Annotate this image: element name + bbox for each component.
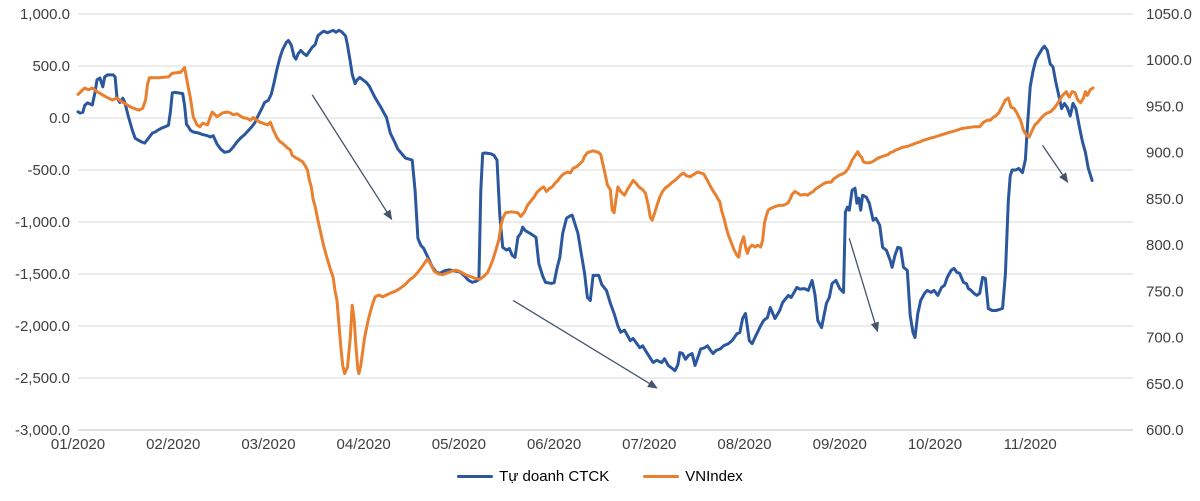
- series-line-vnindex: [76, 66, 1095, 376]
- right-axis-tick-label: 1050.0: [1146, 6, 1192, 23]
- legend-label: VNIndex: [685, 468, 743, 485]
- right-axis-tick-label: 850.0: [1146, 191, 1184, 208]
- left-axis-tick-label: 1,000.0: [20, 6, 70, 23]
- x-axis-tick-label: 01/2020: [51, 436, 105, 453]
- x-axis-tick-label: 08/2020: [717, 436, 771, 453]
- x-axis-tick-label: 07/2020: [622, 436, 676, 453]
- left-axis-tick-label: -3,000.0: [15, 422, 70, 439]
- x-axis-tick-label: 03/2020: [241, 436, 295, 453]
- right-axis-tick-label: 800.0: [1146, 237, 1184, 254]
- annotation-arrow-line: [512, 299, 650, 384]
- right-axis-tick-label: 700.0: [1146, 330, 1184, 347]
- right-axis-tick-label: 900.0: [1146, 145, 1184, 162]
- left-axis-tick-label: -2,500.0: [15, 370, 70, 387]
- left-axis-tick-label: 500.0: [32, 58, 70, 75]
- left-axis-tick-label: -2,000.0: [15, 318, 70, 335]
- right-axis-tick-label: 600.0: [1146, 422, 1184, 439]
- x-axis-tick-label: 04/2020: [337, 436, 391, 453]
- chart-legend: Tự doanh CTCK VNIndex: [0, 468, 1200, 485]
- legend-item-tu-doanh-ctck: Tự doanh CTCK: [457, 468, 609, 485]
- annotation-arrow-head: [647, 379, 658, 389]
- x-axis-tick-label: 02/2020: [146, 436, 200, 453]
- left-axis-tick-label: -500.0: [27, 162, 70, 179]
- annotation-arrow-head: [1059, 172, 1069, 183]
- x-axis-tick-label: 06/2020: [527, 436, 581, 453]
- annotation-arrow-line: [1042, 144, 1064, 176]
- right-axis-tick-label: 1000.0: [1146, 52, 1192, 69]
- x-axis-tick-label: 05/2020: [432, 436, 486, 453]
- series-line-tu-doanh-ctck: [76, 28, 1094, 373]
- right-axis-tick-label: 950.0: [1146, 98, 1184, 115]
- right-axis-tick-label: 750.0: [1146, 283, 1184, 300]
- legend-line-swatch-orange: [643, 474, 680, 479]
- left-axis-tick-label: 0.0: [49, 110, 70, 127]
- legend-label: Tự doanh CTCK: [499, 468, 610, 485]
- left-axis-tick-label: -1,500.0: [15, 266, 70, 283]
- x-axis-tick-label: 11/2020: [1004, 436, 1057, 453]
- legend-item-vnindex: VNIndex: [643, 468, 743, 485]
- x-axis-tick-label: 09/2020: [813, 436, 867, 453]
- x-axis-tick-label: 10/2020: [908, 436, 962, 453]
- legend-line-swatch-blue: [457, 474, 494, 479]
- annotation-arrow-head: [383, 209, 393, 221]
- annotation-arrow-line: [848, 238, 876, 324]
- right-axis-tick-label: 650.0: [1146, 376, 1184, 393]
- annotation-arrow-line: [311, 94, 388, 213]
- annotation-arrow-head: [870, 321, 879, 333]
- left-axis-tick-label: -1,000.0: [15, 214, 70, 231]
